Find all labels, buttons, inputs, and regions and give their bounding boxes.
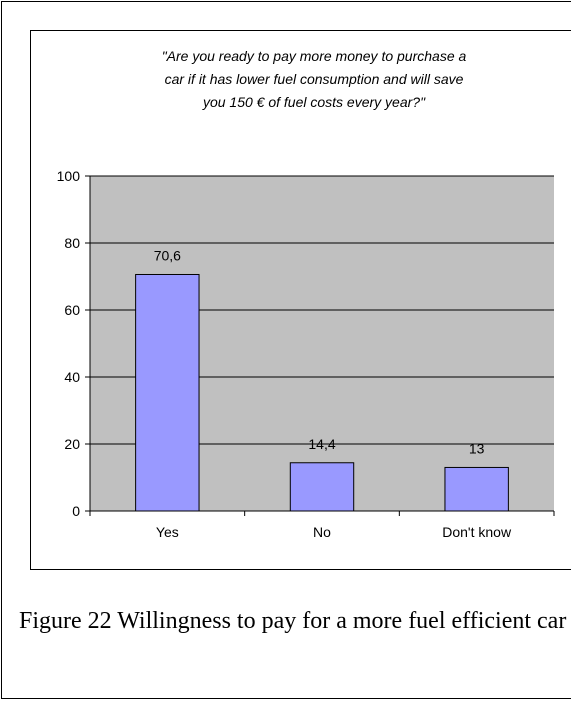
y-tick-label: 80	[64, 235, 80, 251]
chart-title-line: "Are you ready to pay more money to purc…	[162, 48, 467, 64]
chart-title: "Are you ready to pay more money to purc…	[162, 48, 467, 110]
data-label: 14,4	[308, 436, 335, 452]
bar-don-t-know	[444, 466, 509, 512]
data-label: 13	[469, 440, 485, 456]
bar-chart: "Are you ready to pay more money to purc…	[57, 48, 555, 540]
bar-no	[289, 462, 355, 512]
y-tick-label: 60	[64, 302, 80, 318]
data-label: 70,6	[154, 247, 181, 263]
figure-caption: Figure 22 Willingness to pay for a more …	[19, 608, 567, 634]
chart-container: "Are you ready to pay more money to purc…	[30, 30, 571, 570]
data-labels: 70,6 14,4 13	[154, 247, 485, 456]
y-tick-label: 20	[64, 436, 80, 452]
y-tick-label: 0	[72, 503, 80, 519]
chart-title-line: car if it has lower fuel consumption and…	[165, 71, 464, 87]
chart-title-line: you 150 € of fuel costs every year?"	[202, 94, 426, 110]
axes	[85, 175, 555, 516]
bar-yes	[135, 273, 200, 512]
bars	[135, 273, 509, 512]
x-tick-label: No	[313, 524, 331, 540]
x-tick-labels: Yes No Don't know	[156, 524, 512, 540]
y-tick-label: 40	[64, 369, 80, 385]
y-tick-label: 100	[57, 168, 81, 184]
x-tick-label: Don't know	[442, 524, 512, 540]
y-tick-labels: 0 20 40 60 80 100	[57, 168, 81, 519]
x-tick-label: Yes	[156, 524, 179, 540]
